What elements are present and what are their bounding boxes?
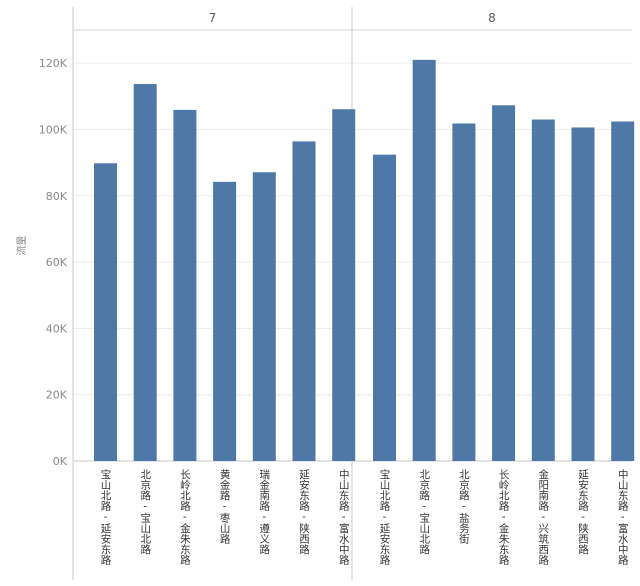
panel-label: 8 [488,11,496,25]
bar [531,119,555,461]
bar [252,172,276,462]
y-tick-label: 40K [46,322,68,335]
bar [173,109,197,462]
x-category-label: 瑞金南路-遵义路 [258,469,270,555]
y-tick-label: 100K [39,123,68,136]
x-category-label: 北京路-宝山北路 [418,469,430,555]
y-tick-label: 0K [53,455,68,468]
y-tick-label: 120K [39,57,68,70]
x-category-label: 延安东路-陕西路 [577,469,589,555]
y-axis-title: 流量 [15,236,28,256]
bar [492,105,516,462]
x-category-label: 长岭北路-金朱东路 [498,469,510,566]
x-category-label: 宝山北路-延安东路 [379,468,391,566]
panel-label: 7 [209,11,217,25]
bar [611,121,635,462]
bar [213,181,237,462]
bar [412,59,436,461]
x-category-label: 北京路-宝山北路 [139,469,151,555]
x-category-label: 延安东路-陕西路 [298,469,310,555]
x-category-label: 中山东路-富水中路 [338,468,350,566]
x-category-label: 中山东路-富水中路 [617,468,629,566]
bar [571,127,595,462]
x-category-label: 黄金路-枣山路 [219,468,231,545]
bar [332,109,356,461]
y-tick-label: 80K [46,190,68,203]
x-category-label: 长岭北路-金朱东路 [179,469,191,566]
x-category-label: 北京路-盐务街 [458,469,470,545]
x-category-label: 金阳南路-兴筑西路 [537,468,549,566]
bar [292,141,316,462]
bar [373,154,396,462]
y-tick-label: 20K [46,389,68,402]
bar [94,163,117,462]
bar [452,123,476,462]
x-category-label: 宝山北路-延安东路 [100,468,112,566]
y-tick-label: 60K [46,256,68,269]
bar [133,84,157,461]
